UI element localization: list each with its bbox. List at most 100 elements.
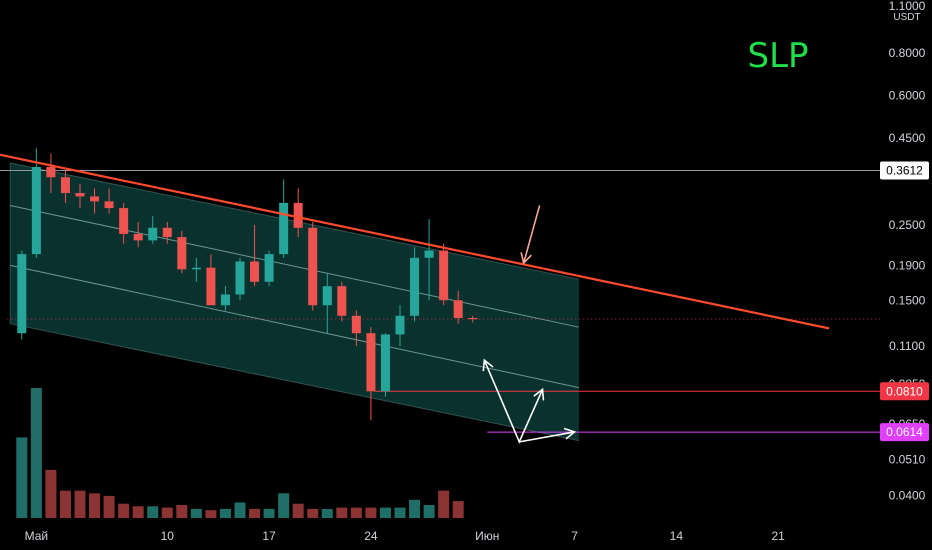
volume-bar	[176, 505, 188, 518]
candle[interactable]	[220, 286, 230, 311]
volume-bar	[103, 495, 115, 518]
x-tick-label: 21	[772, 529, 786, 543]
candle[interactable]	[468, 315, 478, 323]
candle-body	[75, 193, 85, 197]
candle[interactable]	[395, 305, 405, 347]
candle[interactable]	[162, 221, 172, 244]
y-tick-label: 0.0510	[889, 453, 926, 467]
price-tags-layer: 0.3612 0.0810 0.0614	[880, 161, 929, 442]
price-tag[interactable]: 0.0810	[880, 382, 929, 401]
y-tick-label: 1.1000	[889, 0, 926, 13]
candle[interactable]	[17, 250, 27, 340]
candle-body	[220, 294, 230, 306]
candles-layer	[17, 148, 478, 421]
candle-body	[453, 300, 463, 319]
candle-body	[250, 261, 260, 282]
volume-layer	[16, 388, 464, 518]
candle-body	[148, 227, 158, 241]
candle[interactable]	[148, 216, 158, 244]
candle[interactable]	[60, 170, 70, 203]
candle[interactable]	[410, 247, 420, 322]
candle[interactable]	[351, 310, 361, 347]
candle-body	[410, 257, 420, 316]
candle[interactable]	[177, 230, 187, 274]
candle[interactable]	[191, 257, 201, 282]
candle[interactable]	[308, 221, 318, 311]
candle[interactable]	[46, 153, 56, 194]
volume-bar	[394, 507, 406, 518]
candle[interactable]	[90, 188, 100, 214]
candle-body	[293, 202, 303, 228]
volume-bar	[263, 508, 275, 518]
x-tick-label: 10	[161, 529, 175, 543]
unit-label[interactable]: USDT	[893, 12, 920, 23]
candle[interactable]	[133, 221, 143, 248]
annotation-path	[519, 431, 575, 443]
candle[interactable]	[337, 281, 347, 322]
volume-bar	[321, 508, 333, 518]
candle[interactable]	[380, 333, 390, 397]
volume-bar	[278, 493, 290, 518]
candle-body	[119, 208, 129, 234]
x-tick-label: 14	[670, 529, 684, 543]
time-axis[interactable]: Май 10 17 24 Июн 7 14 21	[25, 529, 786, 543]
y-tick-label: 0.4500	[889, 131, 926, 145]
candle-body	[235, 261, 245, 295]
candle-body	[31, 166, 41, 255]
candle[interactable]	[453, 290, 463, 324]
arrow-head	[520, 252, 532, 265]
candle-body	[60, 177, 70, 194]
annotation-path	[522, 205, 541, 264]
resistance-trendline[interactable]	[0, 152, 830, 330]
candle[interactable]	[31, 148, 41, 258]
candle[interactable]	[235, 257, 245, 301]
candle-body	[366, 333, 376, 392]
volume-bar	[365, 507, 377, 518]
candle[interactable]	[206, 254, 216, 306]
volume-bar	[249, 508, 261, 518]
candle-body	[206, 267, 216, 306]
volume-bar	[161, 507, 173, 518]
candle[interactable]	[250, 224, 260, 287]
candle[interactable]	[119, 202, 129, 244]
volume-bar	[132, 506, 144, 518]
volume-bar	[205, 510, 217, 518]
price-axis[interactable]: 1.1000 0.8000 0.6000 0.4500 0.2500 0.1900 0.15…	[889, 0, 926, 502]
price-tag[interactable]: 0.3612	[880, 161, 929, 180]
price-tag[interactable]: 0.0614	[880, 423, 929, 442]
volume-bar	[74, 490, 86, 518]
y-tick-label: 0.8000	[889, 46, 926, 60]
x-tick-label: Май	[25, 529, 49, 543]
candle-body	[90, 196, 100, 202]
candle[interactable]	[424, 219, 434, 301]
candle[interactable]	[439, 243, 449, 306]
volume-bar	[336, 507, 348, 518]
candle[interactable]	[104, 188, 114, 214]
channel-mid-line	[10, 204, 580, 328]
candle[interactable]	[279, 179, 289, 258]
volume-bar	[16, 437, 28, 518]
candle-body	[279, 202, 289, 255]
arrow-head	[533, 387, 545, 401]
candle[interactable]	[322, 273, 332, 334]
candle-body	[162, 227, 172, 238]
horizontal-lines-layer	[0, 169, 880, 433]
volume-bar	[219, 508, 231, 518]
candle[interactable]	[293, 188, 303, 238]
y-tick-label: 0.1900	[889, 258, 926, 272]
arrow-annotation[interactable]	[520, 205, 541, 265]
price-tag-label: 0.0810	[886, 384, 923, 398]
volume-bar	[409, 499, 421, 518]
candle[interactable]	[75, 183, 85, 209]
candle[interactable]	[366, 327, 376, 421]
candle-body	[395, 315, 405, 335]
candle[interactable]	[264, 250, 274, 287]
arrow-annotation[interactable]	[519, 427, 577, 443]
volume-bar	[147, 506, 159, 518]
candle-body	[17, 254, 27, 334]
y-tick-label: 0.1100	[889, 339, 925, 353]
price-tag-bg	[880, 423, 929, 442]
volume-bar	[423, 505, 435, 518]
candle-body	[308, 227, 318, 306]
